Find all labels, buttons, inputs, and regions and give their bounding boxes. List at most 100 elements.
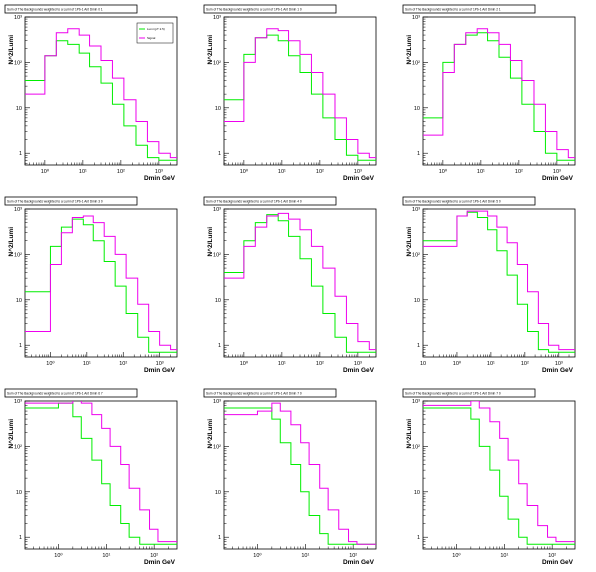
chart-title-box (4, 196, 138, 206)
x-tick-label: 10² (117, 169, 125, 175)
x-tick-label: 10³ (155, 169, 163, 175)
x-tick-label: 10¹ (83, 361, 91, 367)
y-tick-label: 10² (213, 444, 221, 450)
series-line-2 (423, 28, 575, 159)
series-line-2 (25, 401, 177, 543)
x-tick-label: 10⁰ (253, 552, 262, 559)
y-axis-label: N^2/Lumi (7, 419, 15, 449)
series-line-1 (423, 407, 575, 545)
y-tick-label: 10³ (412, 15, 420, 21)
y-tick-label: 10 (16, 490, 22, 496)
x-axis-label: Dmin GeV (542, 367, 574, 374)
x-tick-label: 10³ (354, 169, 362, 175)
y-tick-label: 10³ (213, 399, 221, 405)
x-tick-label: 10¹ (301, 553, 309, 559)
y-tick-label: 10 (414, 490, 420, 496)
x-tick-label: 10⁰ (439, 168, 448, 175)
y-tick-label: 10 (16, 298, 22, 304)
y-tick-label: 1 (19, 343, 22, 349)
y-tick-label: 10 (215, 298, 221, 304)
y-tick-label: 10² (14, 444, 22, 450)
y-tick-label: 1 (417, 535, 420, 541)
plot-frame (24, 208, 178, 358)
y-tick-label: 10 (414, 298, 420, 304)
y-tick-label: 1 (19, 151, 22, 157)
y-tick-label: 10 (215, 490, 221, 496)
x-tick-label: 10¹ (102, 553, 110, 559)
chart-panel-5: Sum of The Backgrounds weighted to a Lum… (203, 196, 377, 374)
y-axis-label: N^2/Lumi (206, 35, 214, 65)
x-tick-label: 10¹ (487, 361, 495, 367)
chart-title: Sum of The Backgrounds weighted to a Lum… (206, 8, 302, 12)
chart-title: Sum of The Backgrounds weighted to a Lum… (7, 200, 103, 204)
chart-title: Sum of The Backgrounds weighted to a Lum… (405, 8, 501, 12)
y-tick-label: 10² (213, 252, 221, 258)
chart-panel-2: Sum of The Backgrounds weighted to a Lum… (203, 4, 377, 182)
chart-title-box (4, 388, 138, 398)
y-tick-label: 1 (19, 535, 22, 541)
x-tick-label: 10⁰ (54, 552, 63, 559)
y-axis-label: N^2/Lumi (405, 227, 413, 257)
y-axis-label: N^2/Lumi (405, 35, 413, 65)
y-tick-label: 10² (412, 444, 420, 450)
y-tick-label: 10 (414, 106, 420, 112)
y-tick-label: 10³ (412, 399, 420, 405)
chart-title: Sum of The Backgrounds weighted to a Lum… (405, 200, 501, 204)
y-tick-label: 1 (417, 151, 420, 157)
chart-panel-1: Sum of The Backgrounds weighted to a Lum… (4, 4, 178, 182)
y-tick-label: 1 (218, 535, 221, 541)
x-tick-label: 10² (548, 553, 556, 559)
plot-frame (223, 16, 377, 166)
x-tick-label: 10² (515, 169, 523, 175)
plot-frame (223, 400, 377, 550)
chart-title: Sum of The Backgrounds weighted to a Lum… (7, 392, 103, 396)
y-tick-label: 10² (14, 60, 22, 66)
chart-title-box (203, 4, 337, 14)
x-tick-label: 10² (150, 553, 158, 559)
x-tick-label: 10⁰ (41, 168, 50, 175)
x-tick-label: 10¹ (500, 553, 508, 559)
chart-title: Sum of The Backgrounds weighted to a Lum… (7, 8, 103, 12)
x-tick-label: 10³ (354, 361, 362, 367)
x-tick-label: 10¹ (79, 169, 87, 175)
legend-entry: Signal (147, 36, 156, 40)
series-line-2 (25, 28, 177, 159)
x-axis-label: Dmin GeV (542, 175, 574, 182)
y-tick-label: 10² (14, 252, 22, 258)
y-axis-label: N^2/Lumi (206, 419, 214, 449)
chart-title-box (402, 388, 536, 398)
chart-panel-8: Sum of The Backgrounds weighted to a Lum… (203, 388, 377, 566)
chart-title-box (402, 196, 536, 206)
x-tick-label: 10 (420, 361, 426, 367)
series-line-1 (224, 407, 376, 545)
series-line-2 (224, 212, 376, 351)
y-tick-label: 10³ (14, 15, 22, 21)
y-axis-label: N^2/Lumi (206, 227, 214, 257)
y-tick-label: 10³ (213, 207, 221, 213)
series-line-2 (224, 402, 376, 545)
y-tick-label: 10³ (213, 15, 221, 21)
x-tick-label: 10² (349, 553, 357, 559)
chart-title: Sum of The Backgrounds weighted to a Lum… (206, 200, 302, 204)
y-axis-label: N^2/Lumi (7, 35, 15, 65)
chart-panel-9: Sum of The Backgrounds weighted to a Lum… (402, 388, 576, 566)
legend-entry: Lumi (pT 2.5) (147, 27, 165, 31)
x-tick-label: 10⁰ (453, 360, 462, 367)
series-line-1 (224, 214, 376, 353)
x-tick-label: 10² (316, 169, 324, 175)
x-tick-label: 10² (119, 361, 127, 367)
x-tick-label: 10⁰ (240, 168, 249, 175)
y-tick-label: 10² (412, 252, 420, 258)
x-tick-label: 10¹ (278, 361, 286, 367)
legend-box (136, 22, 174, 44)
x-axis-label: Dmin GeV (144, 367, 176, 374)
plot-frame (422, 400, 576, 550)
x-tick-label: 10¹ (278, 169, 286, 175)
series-line-2 (423, 401, 575, 543)
chart-title-box (402, 4, 536, 14)
plot-frame (422, 208, 576, 358)
y-tick-label: 10² (412, 60, 420, 66)
y-axis-label: N^2/Lumi (7, 227, 15, 257)
y-tick-label: 1 (218, 151, 221, 157)
